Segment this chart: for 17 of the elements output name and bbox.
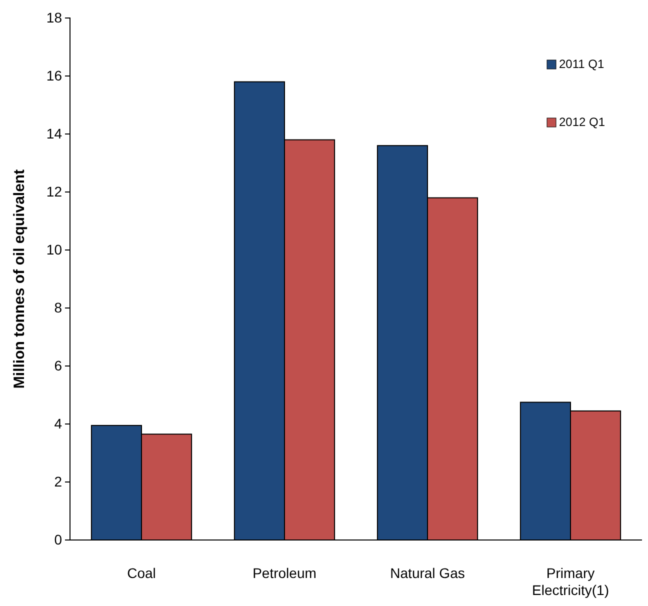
x-tick-label: Primary Electricity(1)	[532, 565, 610, 598]
x-tick-label: Natural Gas	[390, 565, 465, 581]
y-tick-label: 6	[54, 357, 62, 374]
legend-label: 2012 Q1	[559, 115, 606, 129]
y-tick-label: 10	[46, 241, 62, 258]
x-tick-label: Petroleum	[252, 565, 316, 581]
y-tick-label: 16	[46, 67, 62, 84]
x-tick-label: Coal	[127, 565, 156, 581]
legend-label: 2011 Q1	[559, 57, 604, 71]
y-axis-title: Million tonnes of oil equivalent	[11, 169, 28, 389]
y-tick-label: 14	[46, 125, 62, 142]
y-tick-label: 8	[54, 299, 62, 316]
y-tick-label: 2	[54, 473, 62, 490]
y-tick-label: 18	[46, 9, 62, 26]
y-tick-label: 12	[46, 183, 62, 200]
y-tick-label: 0	[54, 531, 62, 548]
y-tick-label: 4	[54, 415, 62, 432]
